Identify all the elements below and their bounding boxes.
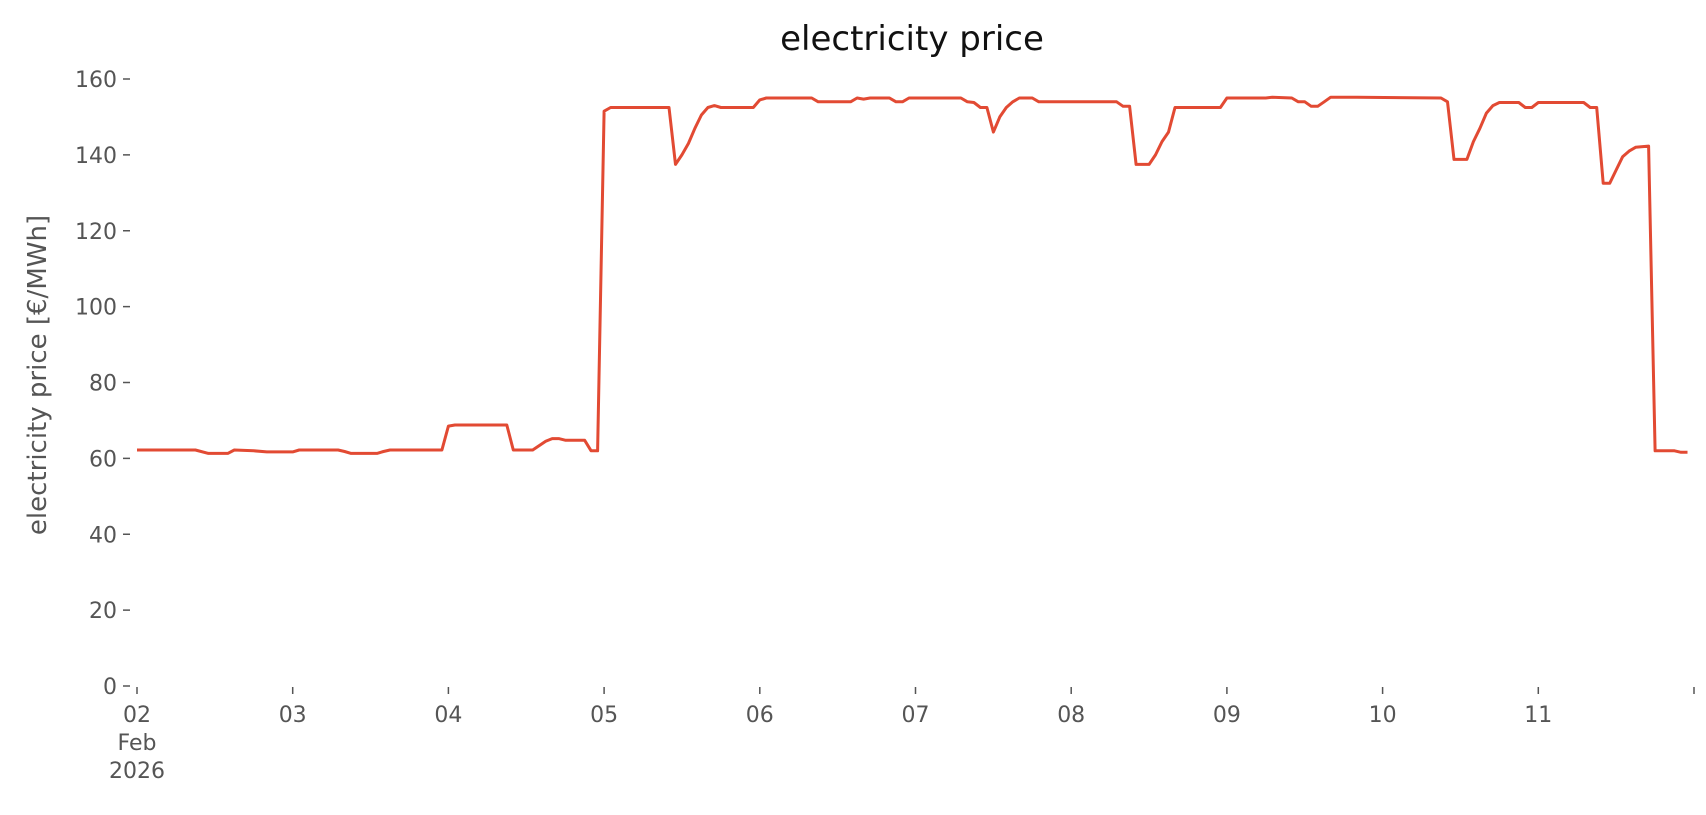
y-tick-label: 80 xyxy=(89,372,117,397)
x-tick-label: 2026 xyxy=(109,759,165,784)
x-tick-label: 05 xyxy=(590,703,618,728)
y-tick-label: 60 xyxy=(89,447,117,472)
x-tick-label: 10 xyxy=(1369,703,1397,728)
x-tick-label: 11 xyxy=(1524,703,1552,728)
y-axis-label: electricity price [€/MWh] xyxy=(23,215,53,535)
y-tick-label: 0 xyxy=(103,675,117,700)
x-tick-label: 02 xyxy=(123,703,151,728)
x-tick-label: 09 xyxy=(1213,703,1241,728)
y-tick-label: 20 xyxy=(89,599,117,624)
chart-title: electricity price xyxy=(780,19,1044,59)
y-tick-label: 100 xyxy=(75,296,117,321)
y-tick-label: 160 xyxy=(75,68,117,93)
x-tick-label: 07 xyxy=(902,703,930,728)
x-tick-label: 06 xyxy=(746,703,774,728)
x-tick-label: 08 xyxy=(1057,703,1085,728)
series-line xyxy=(137,95,1688,455)
y-tick-label: 140 xyxy=(75,144,117,169)
x-axis: 02 Feb 2026 03 04 05 06 07 08 09 10 11 xyxy=(109,687,1695,784)
y-axis: 0 20 40 60 80 100 120 140 160 xyxy=(75,68,130,700)
y-tick-label: 120 xyxy=(75,220,117,245)
y-tick-label: 40 xyxy=(89,523,117,548)
x-tick-label: Feb xyxy=(118,731,157,756)
x-tick-label: 04 xyxy=(434,703,462,728)
x-tick-label: 03 xyxy=(279,703,307,728)
